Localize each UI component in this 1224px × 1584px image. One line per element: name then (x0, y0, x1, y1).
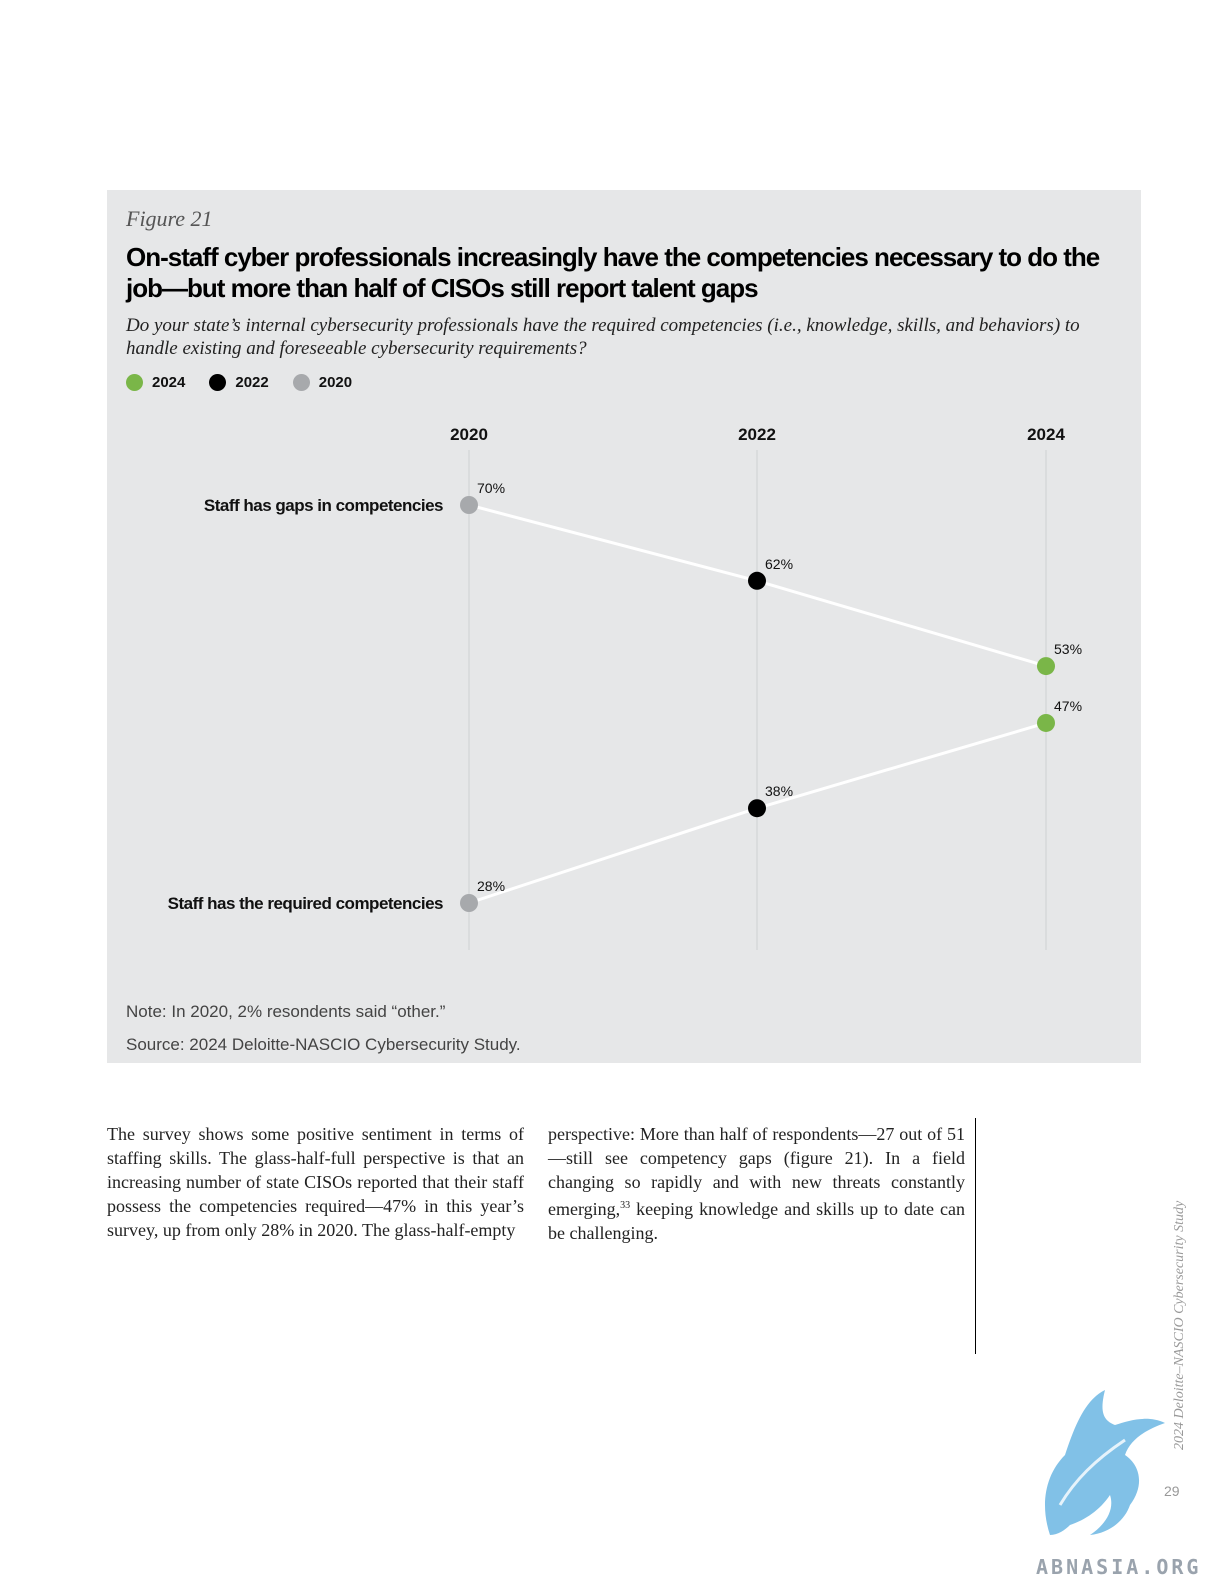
data-label-0-0: 70% (477, 480, 505, 496)
data-point-0-2 (1037, 657, 1055, 676)
data-point-0-1 (748, 571, 766, 590)
data-label-1-0: 28% (477, 878, 505, 894)
legend-label-2024: 2024 (152, 374, 186, 391)
series-name-1: Staff has the required competencies (168, 894, 443, 913)
data-point-1-0 (460, 894, 478, 912)
figure-note: Note: In 2020, 2% resondents said “other… (126, 1002, 446, 1021)
series-name-0: Staff has gaps in competencies (204, 496, 443, 515)
figure-subtitle: Do your state’s internal cybersecurity p… (126, 315, 1080, 359)
body-text-column-1: The survey shows some positive sentiment… (107, 1124, 524, 1240)
footnote-ref-33[interactable]: 33 (620, 1200, 631, 1211)
griffin-logo-icon (1045, 1390, 1165, 1535)
data-point-1-1 (748, 799, 766, 818)
data-point-1-2 (1037, 713, 1055, 732)
x-tick-label-2020: 2020 (450, 425, 488, 444)
body-text-column-2: perspective: More than half of responden… (548, 1122, 965, 1245)
data-label-0-1: 62% (765, 556, 793, 572)
legend-item-2020: 2020 (292, 374, 353, 391)
figure-panel: Figure 21 On-staff cyber professionals i… (107, 190, 1141, 1063)
legend-item-2022: 2022 (209, 374, 269, 391)
figure-source: Source: 2024 Deloitte-NASCIO Cybersecuri… (126, 1035, 521, 1054)
running-title: 2024 Deloitte–NASCIO Cybersecurity Study (1172, 1200, 1187, 1450)
legend-item-2024: 2024 (126, 374, 185, 391)
x-tick-label-2024: 2024 (1027, 425, 1065, 444)
page-number: 29 (1164, 1483, 1180, 1499)
legend-dot-2020 (292, 374, 310, 391)
legend-label-2022: 2022 (235, 374, 269, 391)
watermark-text: ABNASIA.ORG (1036, 1555, 1202, 1579)
figure-label: Figure 21 (126, 206, 213, 231)
column-rule (975, 1118, 976, 1354)
body-text-column-2-part-2: keeping knowledge and skills up to date … (548, 1199, 965, 1243)
data-label-1-2: 47% (1054, 698, 1082, 714)
legend-dot-2022 (209, 374, 227, 391)
x-tick-label-2022: 2022 (738, 425, 776, 444)
body-text-column-2-part-1: perspective: More than half of responden… (548, 1124, 965, 1219)
legend-dot-2024 (126, 374, 143, 391)
legend-label-2020: 2020 (318, 374, 353, 391)
data-label-0-2: 53% (1054, 641, 1082, 657)
data-point-0-0 (460, 496, 478, 514)
figure-title: On-staff cyber professionals increasingl… (126, 242, 1100, 303)
chart-legend: 2024 2022 2020 (126, 374, 376, 391)
data-label-1-1: 38% (765, 783, 793, 799)
slope-chart: 2020 2022 2024 70% 62% 53% Staff has gaps in c… (168, 425, 1082, 950)
